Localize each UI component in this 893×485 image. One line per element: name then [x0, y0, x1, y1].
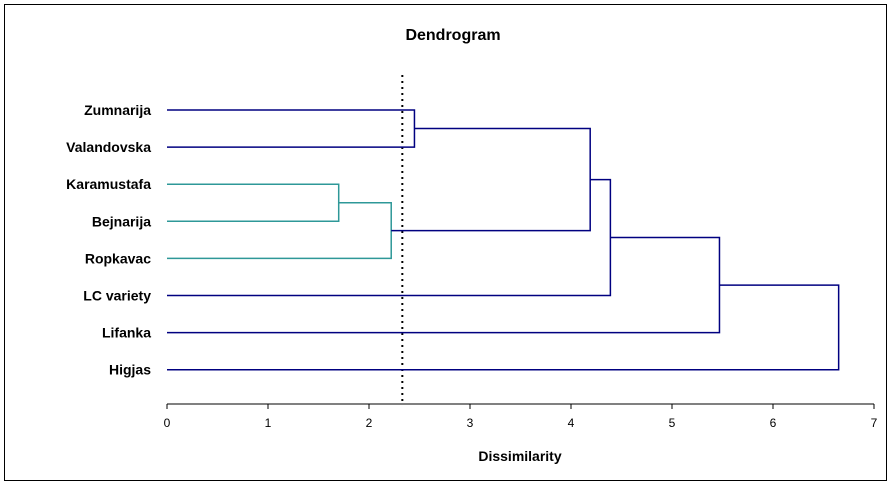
link-n1: [167, 183, 340, 223]
link-n7: [167, 284, 840, 371]
chart-frame: [4, 4, 887, 481]
leaf-label: Karamustafa: [66, 176, 151, 192]
link-n4: [391, 127, 591, 232]
link-n6: [167, 236, 721, 334]
leaf-label: Bejnarija: [92, 213, 151, 229]
x-tick-label: 4: [568, 416, 575, 430]
leaf-label: Zumnarija: [84, 102, 151, 118]
chart-title: Dendrogram: [405, 27, 500, 44]
link-n2: [167, 202, 392, 260]
dendrogram-links: [167, 109, 840, 371]
x-axis: 0 1 2 3 4 5 6 7: [164, 403, 878, 430]
x-tick-label: 5: [669, 416, 676, 430]
link-n3: [167, 109, 416, 148]
x-tick-label: 0: [164, 416, 171, 430]
x-tick-label: 6: [770, 416, 777, 430]
leaf-label: Higjas: [109, 362, 151, 378]
leaf-label: Lifanka: [102, 325, 151, 341]
leaf-label: LC variety: [83, 288, 151, 304]
x-axis-title: Dissimilarity: [478, 448, 561, 464]
leaf-labels: Zumnarija Valandovska Karamustafa Bejnarija…: [66, 102, 151, 378]
x-tick-label: 1: [265, 416, 272, 430]
x-tick-label: 2: [366, 416, 373, 430]
leaf-label: Valandovska: [66, 139, 151, 155]
link-n5: [167, 178, 612, 297]
leaf-label: Ropkavac: [85, 250, 151, 266]
x-tick-label: 7: [871, 416, 878, 430]
x-tick-label: 3: [467, 416, 474, 430]
